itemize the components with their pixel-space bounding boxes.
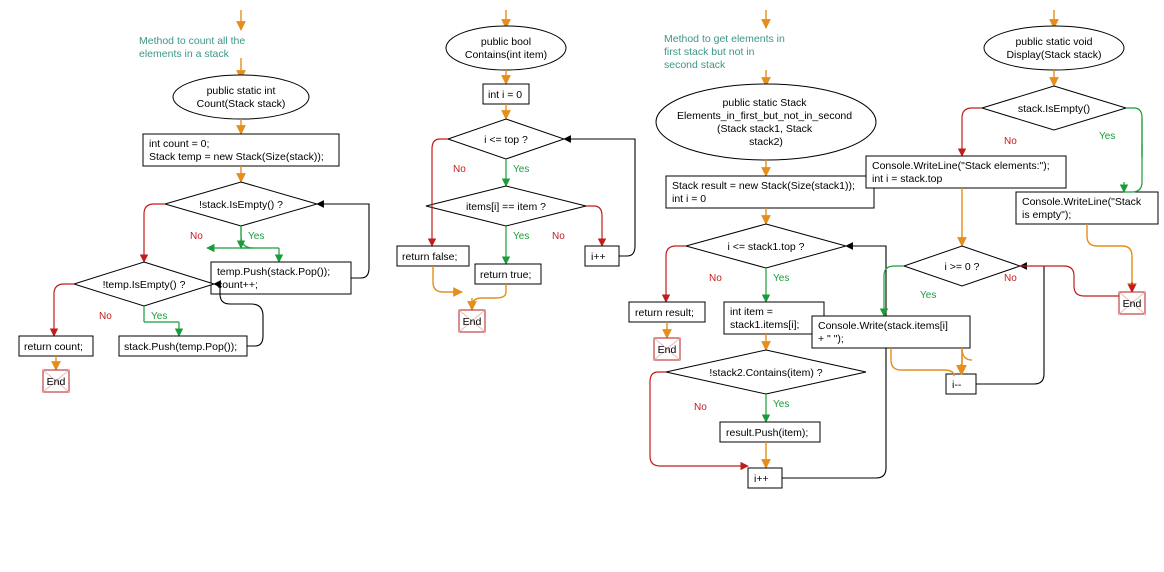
- svg-text:Yes: Yes: [773, 273, 789, 284]
- diff-start: [656, 84, 876, 160]
- flow-contains: public boolContains(int item) int i = 0 …: [397, 10, 635, 332]
- display-end: End: [1119, 292, 1145, 314]
- svg-text:No: No: [552, 231, 565, 242]
- svg-text:return false;: return false;: [402, 251, 457, 263]
- svg-text:End: End: [658, 344, 677, 356]
- svg-text:public static intCount(Stack s: public static intCount(Stack stack): [197, 85, 286, 110]
- svg-text:i--: i--: [952, 379, 962, 391]
- svg-text:return true;: return true;: [480, 269, 531, 281]
- svg-text:Yes: Yes: [1099, 131, 1115, 142]
- contains-end: End: [459, 310, 485, 332]
- diff-end: End: [654, 338, 680, 360]
- svg-text:i >= 0 ?: i >= 0 ?: [944, 261, 979, 273]
- svg-text:No: No: [1004, 136, 1017, 147]
- svg-text:i <= stack1.top ?: i <= stack1.top ?: [727, 241, 804, 253]
- svg-text:End: End: [1123, 298, 1142, 310]
- svg-text:Yes: Yes: [920, 290, 936, 301]
- svg-text:result.Push(item);: result.Push(item);: [726, 427, 808, 439]
- svg-text:No: No: [99, 311, 112, 322]
- flow-diff: Method to get elements in first stack bu…: [629, 10, 886, 488]
- svg-text:stack.Push(temp.Pop());: stack.Push(temp.Pop());: [124, 341, 237, 353]
- count-end: End: [43, 370, 69, 392]
- svg-text:Yes: Yes: [513, 231, 529, 242]
- display-start: [984, 26, 1124, 70]
- svg-text:return result;: return result;: [635, 307, 694, 319]
- svg-text:No: No: [694, 402, 707, 413]
- count-caption: Method to count all the elements in a st…: [139, 35, 248, 60]
- svg-text:!stack2.Contains(item) ?: !stack2.Contains(item) ?: [709, 367, 822, 379]
- svg-text:No: No: [709, 273, 722, 284]
- contains-start: [446, 26, 566, 70]
- svg-text:No: No: [453, 164, 466, 175]
- svg-text:End: End: [47, 376, 66, 388]
- svg-text:Yes: Yes: [513, 164, 529, 175]
- svg-text:Yes: Yes: [151, 311, 167, 322]
- svg-text:No: No: [190, 231, 203, 242]
- svg-text:stack.IsEmpty(): stack.IsEmpty(): [1018, 103, 1090, 115]
- svg-text:int i = 0: int i = 0: [488, 89, 522, 101]
- flowcharts-canvas: Method to count all the elements in a st…: [4, 4, 1160, 568]
- svg-text:i <= top ?: i <= top ?: [484, 134, 528, 146]
- svg-text:items[i] == item ?: items[i] == item ?: [466, 201, 546, 213]
- svg-text:Yes: Yes: [248, 231, 264, 242]
- count-start: [173, 75, 309, 119]
- svg-text:No: No: [1004, 273, 1017, 284]
- svg-text:return count;: return count;: [24, 341, 83, 353]
- svg-text:Yes: Yes: [773, 399, 789, 410]
- svg-text:i++: i++: [591, 251, 606, 263]
- svg-text:End: End: [463, 316, 482, 328]
- svg-text:!temp.IsEmpty() ?: !temp.IsEmpty() ?: [103, 279, 186, 291]
- svg-text:i++: i++: [754, 473, 769, 485]
- flow-count: Method to count all the elements in a st…: [19, 10, 369, 392]
- svg-text:public static voidDisplay(Stac: public static voidDisplay(Stack stack): [1006, 36, 1101, 61]
- diff-caption: Method to get elements in first stack bu…: [664, 33, 788, 71]
- svg-text:!stack.IsEmpty() ?: !stack.IsEmpty() ?: [199, 199, 283, 211]
